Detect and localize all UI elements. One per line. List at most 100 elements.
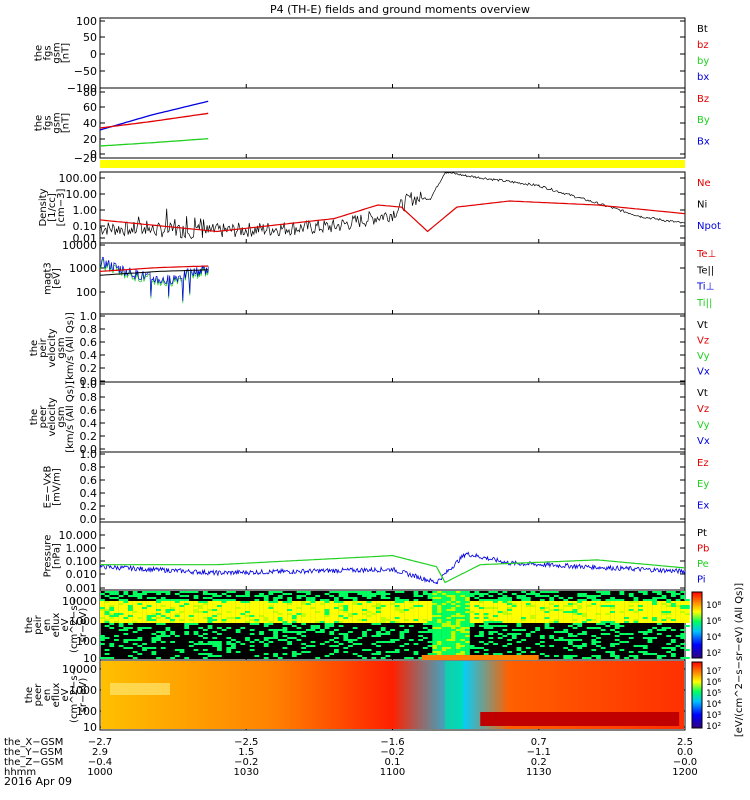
ion-spec-cell [193, 623, 199, 625]
ion-spec-cell [502, 591, 508, 593]
ion-spec-cell [291, 651, 297, 653]
ion-spec-cell [451, 631, 456, 633]
ion-spec-cell [362, 617, 367, 619]
ion-spec-cell [553, 609, 559, 611]
ion-spec-cell [277, 657, 283, 659]
ion-spec-cell [530, 607, 536, 609]
ion-spec-cell [493, 621, 498, 623]
ion-spec-cell [357, 655, 363, 657]
ion-spec-cell [188, 609, 194, 611]
ion-spec-cell [287, 593, 292, 595]
ion-spec-cell [591, 621, 597, 623]
ion-spec-cell [441, 635, 447, 637]
ion-spec-cell [675, 615, 681, 617]
ion-spec-cell [553, 615, 559, 617]
ion-spec-cell [254, 621, 260, 623]
ion-spec-cell [624, 611, 629, 613]
ion-spec-cell [151, 591, 157, 593]
ion-spec-cell [100, 607, 105, 609]
ion-spec-cell [221, 621, 227, 623]
ion-spec-cell [362, 619, 367, 621]
ion-spec-cell [436, 631, 442, 633]
legend-Ni: Ni [697, 200, 707, 211]
ion-spec-cell [483, 601, 489, 603]
ion-spec-cell [507, 609, 512, 611]
ion-spec-cell [174, 621, 180, 623]
ion-spec-cell [516, 607, 522, 609]
ion-spec-cell [511, 611, 517, 613]
ion-spec-cell [418, 605, 424, 607]
ion-spec-cell [202, 613, 208, 615]
ion-spec-cell [296, 607, 302, 609]
y-tick-label: 0.010 [66, 568, 98, 581]
ion-spec-cell [539, 621, 545, 623]
ion-spec-cell [446, 607, 452, 609]
ion-spec-cell [610, 653, 615, 655]
ion-spec-cell [685, 615, 690, 617]
ion-spec-cell [516, 609, 522, 611]
ion-spec-cell [174, 619, 180, 621]
ion-spec-cell [572, 635, 578, 637]
ion-spec-cell [544, 621, 550, 623]
ion-spec-cell [348, 631, 353, 633]
ion-spec-cell [441, 615, 447, 617]
ion-spec-cell [596, 599, 601, 601]
ion-spec-cell [675, 607, 681, 609]
ion-spec-cell [642, 619, 648, 621]
ion-spec-cell [685, 625, 690, 627]
ion-spec-cell [572, 655, 578, 657]
y-axis-label: E=−VxB [43, 466, 54, 509]
ion-spec-cell [460, 617, 466, 619]
ion-spec-cell [100, 617, 105, 619]
ion-spec-cell [539, 609, 545, 611]
ion-spec-cell [591, 601, 597, 603]
ion-spec-cell [376, 611, 381, 613]
ion-spec-cell [427, 645, 433, 647]
ion-spec-cell [432, 645, 438, 647]
ion-spec-cell [287, 609, 292, 611]
ion-spec-cell [539, 615, 545, 617]
ion-spec-cell [198, 621, 204, 623]
ion-spec-cell [422, 613, 428, 615]
ion-spec-cell [507, 617, 512, 619]
ion-spec-cell [165, 591, 171, 593]
ion-spec-cell [207, 621, 213, 623]
y-axis-label: sr−eV) [78, 678, 89, 713]
ion-spec-cell [502, 645, 508, 647]
ion-spec-cell [483, 623, 489, 625]
ion-spec-cell [436, 645, 442, 647]
ion-spec-cell [156, 631, 161, 633]
ion-spec-cell [380, 593, 386, 595]
ion-spec-cell [685, 599, 690, 601]
ion-spec-cell [582, 599, 587, 601]
ion-spec-cell [310, 627, 316, 629]
ion-spec-cell [493, 609, 498, 611]
legend-Npot: Npot [697, 221, 721, 232]
ion-spec-cell [132, 657, 138, 659]
ion-spec-cell [685, 605, 690, 607]
ion-spec-cell [221, 617, 227, 619]
ion-spec-cell [146, 621, 152, 623]
ion-spec-cell [394, 611, 400, 613]
ion-spec-cell [507, 619, 512, 621]
ion-spec-cell [455, 643, 461, 645]
ion-spec-cell [605, 599, 611, 601]
ion-spec-cell [287, 621, 292, 623]
legend-Vx: Vx [697, 436, 710, 447]
ion-spec-cell [385, 603, 391, 605]
ion-spec-cell [432, 605, 438, 607]
ion-spec-cell [591, 607, 597, 609]
y-tick-label: 1000 [69, 615, 97, 628]
ion-spec-cell [160, 591, 166, 593]
y-tick-label: 1.0 [80, 378, 98, 391]
ion-spec-cell [334, 649, 339, 651]
ion-spec-cell [399, 635, 405, 637]
ion-spec-cell [614, 605, 620, 607]
ion-spec-cell [104, 601, 110, 603]
ion-spec-cell [436, 591, 442, 593]
ion-spec-cell [521, 639, 526, 641]
ion-spec-cell [493, 625, 498, 627]
ion-spec-cell [104, 595, 110, 597]
ion-spec-cell [296, 595, 302, 597]
ion-spec-cell [610, 597, 615, 599]
